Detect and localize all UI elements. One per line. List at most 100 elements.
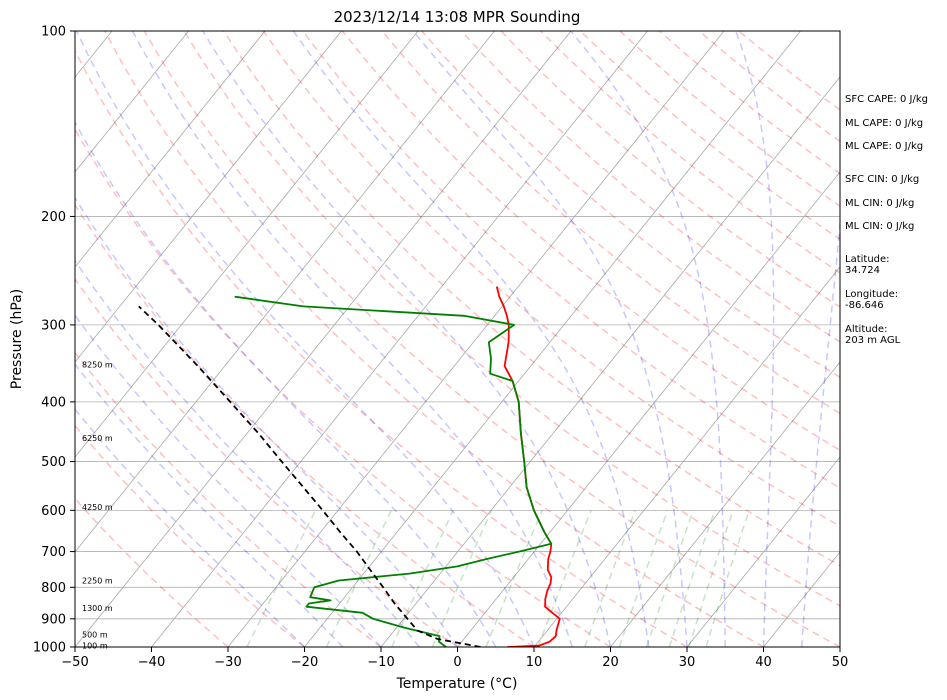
mixing-ratio-line (325, 509, 392, 647)
dry-adiabat-line (183, 31, 840, 607)
y-axis-label: Pressure (hPa) (9, 289, 25, 389)
mixing-ratio-line (537, 510, 592, 647)
y-tick-label: 300 (41, 318, 66, 333)
moist-adiabat-line (75, 408, 306, 647)
parameter-text: 34.724 (845, 265, 880, 276)
parameter-text: SFC CIN: 0 J/kg (845, 174, 919, 185)
isotherm-line (610, 361, 840, 647)
x-tick-label: −20 (291, 655, 318, 670)
isotherm-line (75, 31, 419, 458)
isotherm-line (457, 171, 840, 647)
mixing-ratio-line (391, 509, 454, 647)
moist-adiabat-line (412, 31, 688, 647)
mixing-ratio-line (668, 510, 716, 647)
background-lines (75, 31, 840, 647)
mixing-ratio-line (431, 509, 493, 647)
dry-adiabat-line (75, 277, 458, 647)
parameter-text: ML CAPE: 0 J/kg (845, 118, 923, 129)
dewpoint-profile (234, 295, 553, 647)
height-label: 100 m (82, 642, 108, 651)
mixing-ratio-line (618, 510, 669, 647)
height-label: 1300 m (82, 604, 113, 613)
isotherm-line (75, 31, 189, 173)
x-tick-label: −10 (367, 655, 394, 670)
moist-adiabat-line (202, 31, 612, 647)
parameter-text: ML CIN: 0 J/kg (845, 198, 914, 209)
moist-adiabat-line (75, 259, 420, 647)
axis-ticks: −50 −40 −30 −20 −10 0 10 20 30 40 50 100 200 300 400 50… (33, 25, 848, 671)
y-tick-label: 1000 (33, 641, 66, 656)
dry-adiabat-line (262, 31, 840, 528)
moist-adiabat-line (735, 31, 775, 647)
dry-adiabat-line (75, 203, 535, 647)
data-lines (138, 286, 561, 647)
x-tick-label: 50 (832, 655, 849, 670)
moist-adiabat-line (75, 120, 497, 647)
x-tick-label: −50 (61, 655, 88, 670)
parameter-text: Latitude: (845, 254, 890, 265)
isotherm-line (227, 31, 725, 647)
x-axis-label: Temperature (°C) (396, 676, 518, 692)
moist-adiabat-line (75, 196, 459, 647)
dry-adiabat-line (75, 351, 382, 647)
y-tick-label: 700 (41, 545, 66, 560)
mixing-ratio-line (246, 509, 317, 647)
dry-adiabat-line (421, 31, 840, 379)
y-tick-label: 200 (41, 210, 66, 225)
isotherm-line (75, 31, 495, 553)
y-tick-label: 900 (41, 612, 66, 627)
dry-adiabat-line (341, 31, 840, 452)
moist-adiabat-line (75, 31, 535, 647)
y-tick-label: 400 (41, 395, 66, 410)
x-tick-label: 20 (602, 655, 619, 670)
dry-adiabat-line (104, 31, 764, 647)
isotherm-line (380, 76, 840, 647)
y-tick-label: 600 (41, 504, 66, 519)
mixing-ratio-line (485, 510, 543, 647)
x-tick-label: −30 (214, 655, 241, 670)
isotherm-line (686, 456, 840, 647)
moist-adiabat-line (75, 362, 344, 647)
height-label: 2250 m (82, 577, 113, 586)
moist-adiabat-line (570, 31, 727, 647)
dry-adiabat-line (143, 31, 840, 647)
dry-adiabat-line (222, 31, 840, 567)
y-tick-label: 100 (41, 25, 66, 40)
moist-adiabat-line (131, 31, 573, 647)
isotherm-line (75, 31, 266, 268)
height-label: 500 m (82, 631, 108, 640)
height-label: 4250 m (82, 503, 113, 512)
isotherm-line (151, 31, 648, 647)
dry-adiabat-line (381, 31, 840, 415)
height-label: 8250 m (82, 361, 113, 370)
y-tick-label: 500 (41, 455, 66, 470)
y-tick-label: 800 (41, 581, 66, 596)
parameter-text: -86.646 (845, 300, 884, 311)
parameter-text: SFC CAPE: 0 J/kg (845, 94, 928, 105)
x-tick-label: 40 (755, 655, 772, 670)
x-tick-label: 30 (679, 655, 696, 670)
moist-adiabat-line (801, 215, 840, 647)
isotherm-line (75, 31, 572, 647)
chart-title: 2023/12/14 13:08 MPR Sounding (334, 8, 581, 26)
x-tick-label: 0 (453, 655, 461, 670)
parameter-text: Altitude: (845, 324, 887, 335)
parameter-text: 203 m AGL (845, 335, 901, 346)
height-labels: 100 m 500 m 1300 m 2250 m 4250 m 6250 m 8250 m (82, 361, 113, 651)
height-label: 6250 m (82, 434, 113, 443)
temperature-profile (495, 286, 561, 647)
mixing-ratio-line (688, 510, 734, 647)
parameter-text: Longitude: (845, 289, 898, 300)
isotherm-line (75, 31, 342, 363)
isotherm-line (304, 31, 801, 647)
x-tick-label: 10 (526, 655, 543, 670)
parcel-profile (138, 305, 481, 647)
mixing-ratio-line (584, 510, 636, 647)
isotherm-line (533, 266, 840, 647)
sounding-parameters-panel: SFC CAPE: 0 J/kg ML CAPE: 0 J/kg ML CAPE: … (845, 94, 928, 346)
parameter-text: ML CIN: 0 J/kg (845, 221, 914, 232)
parameter-text: ML CAPE: 0 J/kg (845, 141, 923, 152)
mixing-ratio-line (645, 510, 695, 647)
